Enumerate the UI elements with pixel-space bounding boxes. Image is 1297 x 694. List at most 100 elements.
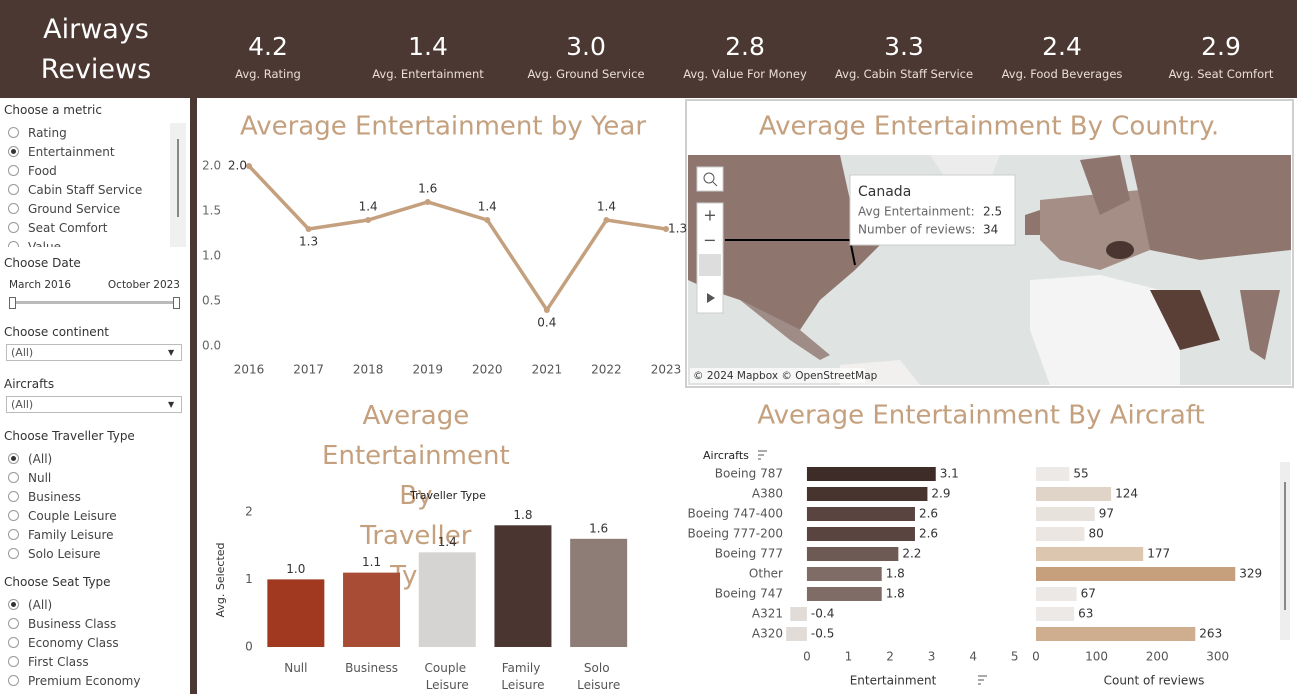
option-label[interactable]: Entertainment <box>28 144 115 159</box>
option-label[interactable]: Family Leisure <box>28 527 114 542</box>
radio-button[interactable] <box>8 529 19 540</box>
radio-button[interactable] <box>8 618 19 629</box>
option-label[interactable]: First Class <box>28 654 89 669</box>
radio-option[interactable]: Family Leisure <box>4 525 186 544</box>
option-label[interactable]: Cabin Staff Service <box>28 182 143 197</box>
radio-button[interactable] <box>8 203 19 214</box>
kpi-label: Avg. Seat Comfort <box>1168 67 1274 81</box>
radio-button[interactable] <box>8 241 19 247</box>
kpi-label: Avg. Ground Service <box>527 67 645 81</box>
x-tick-label: Family Leisure <box>501 661 544 692</box>
kpi-label: Avg. Cabin Staff Service <box>834 67 974 81</box>
x-tick-label: Business <box>345 661 398 675</box>
kpi-label: Avg. Food Beverages <box>1001 67 1123 81</box>
range-handle[interactable] <box>173 297 180 309</box>
option-label[interactable]: Business <box>28 489 81 504</box>
radio-option[interactable]: Cabin Staff Service <box>4 180 186 199</box>
dropdown[interactable]: (All) <box>6 344 182 361</box>
data-label: 1.6 <box>418 182 437 196</box>
radio-button[interactable] <box>8 184 19 195</box>
option-label[interactable]: Rating <box>28 125 67 140</box>
x-tick-label: 2018 <box>353 363 384 377</box>
option-label[interactable]: Business Class <box>28 616 117 631</box>
point <box>484 217 491 223</box>
radio-button[interactable] <box>8 165 19 176</box>
bar <box>786 627 807 641</box>
category-label: A321 <box>752 607 783 621</box>
bar <box>806 567 882 581</box>
data-label: 0.4 <box>537 316 556 330</box>
radio-button[interactable] <box>8 548 19 559</box>
option-label[interactable]: Food <box>28 163 57 178</box>
range-track[interactable] <box>12 301 178 304</box>
radio-option[interactable]: Ground Service <box>4 199 186 218</box>
dropdown-arrow[interactable]: ▼ <box>168 400 175 409</box>
radio-button[interactable] <box>8 472 19 483</box>
data-label: 1.8 <box>886 587 905 601</box>
data-label: 1.4 <box>359 200 378 214</box>
radio-option[interactable]: Food <box>4 161 186 180</box>
x-header: Traveller Type <box>409 489 486 502</box>
kpi-label: Avg. Rating <box>235 67 301 81</box>
data-label: 80 <box>1088 527 1103 541</box>
dropdown[interactable]: (All) <box>6 396 182 413</box>
bar <box>1036 467 1070 481</box>
radio-option[interactable]: First Class <box>4 652 186 671</box>
radio-button[interactable] <box>8 491 19 502</box>
radio-option[interactable]: Premium Economy <box>4 671 186 690</box>
option-label[interactable]: Couple Leisure <box>28 508 117 523</box>
radio-option[interactable]: Seat Comfort <box>4 218 186 237</box>
radio-button[interactable] <box>8 675 19 686</box>
bar <box>418 552 476 647</box>
radio-option[interactable]: Couple Leisure <box>4 506 186 525</box>
data-label: 2.9 <box>931 487 950 501</box>
data-label: 1.4 <box>597 200 616 214</box>
radio-button[interactable] <box>8 127 19 138</box>
y-tick-label: 0 <box>245 640 253 654</box>
radio-option[interactable]: Rating <box>4 123 186 142</box>
filter-title: Choose Seat Type <box>4 575 111 589</box>
radio-option[interactable]: (All) <box>4 449 186 468</box>
option-label[interactable]: Seat Comfort <box>28 220 108 235</box>
radio-button[interactable] <box>8 453 19 464</box>
data-label: 1.0 <box>286 562 305 576</box>
option-label[interactable]: (All) <box>28 451 53 466</box>
radio-option[interactable]: Business Class <box>4 614 186 633</box>
dropdown-arrow[interactable]: ▼ <box>168 348 175 357</box>
radio-button[interactable] <box>8 599 19 610</box>
range-handle[interactable] <box>9 297 16 309</box>
data-label: 177 <box>1147 547 1170 561</box>
data-label: 1.1 <box>362 555 381 569</box>
radio-button[interactable] <box>8 637 19 648</box>
y-axis-title: Avg. Selected <box>214 542 227 617</box>
radio-option[interactable]: Economy Class <box>4 633 186 652</box>
radio-option[interactable]: Solo Leisure <box>4 544 186 563</box>
x-tick-label: 2019 <box>412 363 443 377</box>
data-label: -0.5 <box>811 627 834 641</box>
option-label[interactable]: Null <box>28 470 52 485</box>
radio-option[interactable]: Value <box>4 237 186 247</box>
tooltip-label: Avg Entertainment: <box>858 205 975 219</box>
radio-option[interactable]: Business <box>4 487 186 506</box>
radio-option[interactable]: (All) <box>4 595 186 614</box>
radio-button[interactable] <box>8 146 19 157</box>
radio-option[interactable]: Null <box>4 468 186 487</box>
x-tick-label: 2 <box>886 650 894 664</box>
option-label[interactable]: Premium Economy <box>28 673 141 688</box>
bar <box>806 547 899 561</box>
map-panel <box>685 99 1294 388</box>
option-label[interactable]: Solo Leisure <box>28 546 101 561</box>
map-controls[interactable]: + − <box>696 166 724 314</box>
radio-button[interactable] <box>8 656 19 667</box>
radio-list: (All) Business Class Economy Class First Cl… <box>4 595 186 690</box>
option-label[interactable]: Ground Service <box>28 201 121 216</box>
option-label[interactable]: Economy Class <box>28 635 119 650</box>
data-label: -0.4 <box>811 607 834 621</box>
radio-button[interactable] <box>8 510 19 521</box>
radio-button[interactable] <box>8 222 19 233</box>
category-label: A380 <box>752 487 783 501</box>
option-label[interactable]: (All) <box>28 597 53 612</box>
radio-option[interactable]: Entertainment <box>4 142 186 161</box>
bar <box>806 467 936 481</box>
option-label[interactable]: Value <box>28 239 61 248</box>
